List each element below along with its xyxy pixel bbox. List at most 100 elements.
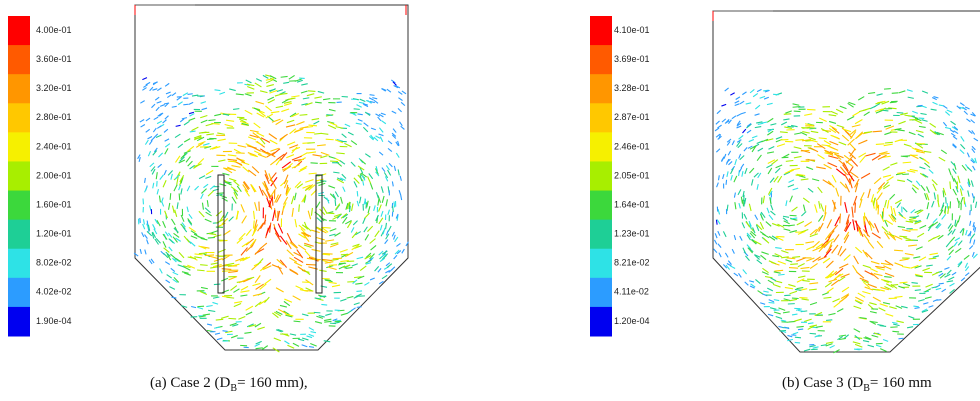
vector-arrow xyxy=(260,137,271,143)
vector-arrow xyxy=(183,272,191,276)
vector-arrow xyxy=(362,103,368,106)
vector-arrow xyxy=(354,245,362,249)
vector-arrow xyxy=(895,305,903,309)
vector-arrow xyxy=(778,325,784,329)
vector-arrow xyxy=(283,102,292,106)
vector-arrow xyxy=(265,79,274,84)
vector-arrow xyxy=(252,210,256,220)
vector-arrow xyxy=(744,197,747,205)
vector-arrow xyxy=(167,232,173,238)
vector-arrow xyxy=(339,249,348,253)
vector-arrow xyxy=(972,196,976,203)
vector-arrow xyxy=(381,274,388,280)
vector-arrow xyxy=(726,158,731,164)
vector-arrow xyxy=(212,301,219,305)
vector-arrow xyxy=(168,238,174,244)
vector-arrow xyxy=(241,241,250,248)
vector-arrow xyxy=(252,132,261,139)
vector-arrow xyxy=(269,75,277,80)
vector-arrow xyxy=(924,162,931,168)
vector-arrow xyxy=(945,241,951,248)
vector-arrow xyxy=(843,162,849,172)
vector-arrow xyxy=(155,106,160,112)
vector-arrow xyxy=(275,153,285,161)
vector-arrow xyxy=(960,277,966,282)
vector-arrow xyxy=(851,206,854,218)
vector-arrow xyxy=(828,127,837,134)
vector-arrow xyxy=(257,222,264,232)
vector-arrow xyxy=(766,287,774,292)
vector-arrow xyxy=(882,155,891,158)
vector-arrow xyxy=(948,276,955,281)
vector-arrow xyxy=(773,311,781,315)
vector-arrow xyxy=(827,162,838,168)
vector-arrow xyxy=(932,101,938,105)
vector-arrow xyxy=(931,97,937,101)
vector-arrow xyxy=(789,230,797,233)
vector-arrow xyxy=(222,113,230,116)
vector-arrow xyxy=(145,81,151,86)
vector-arrow xyxy=(747,145,753,149)
vector-arrow xyxy=(913,305,919,308)
vector-arrow xyxy=(362,126,369,133)
vector-arrow xyxy=(314,297,322,300)
vector-arrow xyxy=(833,201,836,212)
colorbar-label: 1.60e-01 xyxy=(36,199,72,209)
vector-arrow xyxy=(365,100,372,104)
vector-arrow xyxy=(969,238,972,244)
vector-arrow xyxy=(221,277,229,282)
vector-arrow xyxy=(216,337,223,341)
vector-arrow xyxy=(792,187,799,191)
vector-arrow xyxy=(863,337,871,341)
vector-arrow xyxy=(338,262,346,266)
vector-arrow xyxy=(785,159,794,162)
vector-arrow xyxy=(155,172,158,180)
vector-arrow xyxy=(249,134,259,139)
vector-arrow xyxy=(364,255,372,260)
vector-arrow xyxy=(200,114,208,119)
vector-arrow xyxy=(279,133,288,141)
vector-arrow xyxy=(292,342,300,347)
vector-arrow xyxy=(306,335,313,339)
vector-arrow xyxy=(292,295,301,301)
vector-arrow xyxy=(165,279,171,284)
vector-arrow xyxy=(370,134,375,140)
vector-arrow xyxy=(875,101,884,105)
vector-arrow xyxy=(271,195,274,206)
vector-arrow xyxy=(150,136,155,142)
vector-arrow xyxy=(884,259,894,266)
vector-arrow xyxy=(385,199,388,207)
vector-arrow xyxy=(168,246,173,252)
vector-arrow xyxy=(144,177,146,183)
vector-arrow xyxy=(838,263,849,269)
vector-arrow xyxy=(208,233,217,236)
vector-arrow xyxy=(783,113,792,115)
vector-arrow xyxy=(272,312,279,319)
vector-arrow xyxy=(811,178,820,182)
vector-arrow xyxy=(159,174,164,180)
vector-arrow xyxy=(755,224,760,232)
vector-arrow xyxy=(357,113,363,116)
vector-arrow xyxy=(753,172,759,178)
vector-arrow xyxy=(269,89,278,94)
vector-arrow xyxy=(334,191,339,198)
vector-arrow xyxy=(814,311,823,316)
vector-arrow xyxy=(217,138,226,142)
vector-arrow xyxy=(863,111,870,117)
vector-arrow xyxy=(187,264,196,269)
vector-arrow xyxy=(818,137,827,140)
vector-arrow xyxy=(805,241,815,244)
vector-arrow xyxy=(731,140,735,146)
vector-arrow xyxy=(950,120,956,126)
vector-arrow xyxy=(231,165,241,168)
colorbar-label: 8.02e-02 xyxy=(36,258,72,268)
vector-arrow xyxy=(843,154,852,162)
vector-arrow xyxy=(870,272,879,280)
vector-arrow xyxy=(174,133,181,139)
vector-arrow xyxy=(207,190,214,197)
vector-arrow xyxy=(774,253,782,258)
vector-arrow xyxy=(742,91,747,96)
vector-arrow xyxy=(273,311,282,317)
vector-arrow xyxy=(917,133,925,138)
vector-arrow xyxy=(393,234,396,240)
